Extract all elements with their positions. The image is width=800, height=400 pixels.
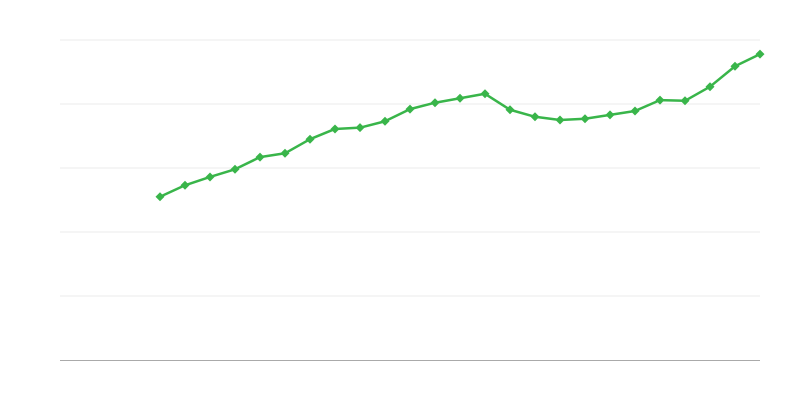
data-point-marker[interactable] bbox=[155, 192, 165, 202]
data-point-marker[interactable] bbox=[180, 180, 190, 190]
data-point-marker[interactable] bbox=[330, 124, 340, 134]
data-point-marker[interactable] bbox=[730, 61, 740, 71]
data-point-marker[interactable] bbox=[230, 164, 240, 174]
data-point-marker[interactable] bbox=[705, 82, 715, 92]
data-point-marker[interactable] bbox=[505, 105, 515, 115]
data-point-marker[interactable] bbox=[605, 110, 615, 120]
data-point-marker[interactable] bbox=[380, 116, 390, 126]
data-point-marker[interactable] bbox=[430, 98, 440, 108]
data-point-marker[interactable] bbox=[680, 96, 690, 106]
data-point-marker[interactable] bbox=[255, 152, 265, 162]
data-point-marker[interactable] bbox=[355, 123, 365, 133]
data-point-marker[interactable] bbox=[655, 95, 665, 105]
data-point-marker[interactable] bbox=[305, 134, 315, 144]
gridlines bbox=[60, 39, 760, 297]
series-line bbox=[159, 52, 761, 198]
series-group bbox=[155, 49, 765, 202]
data-point-marker[interactable] bbox=[205, 172, 215, 182]
data-point-marker[interactable] bbox=[580, 114, 590, 124]
data-point-marker[interactable] bbox=[280, 148, 290, 158]
data-point-marker[interactable] bbox=[530, 112, 540, 122]
data-point-marker[interactable] bbox=[630, 106, 640, 116]
data-point-marker[interactable] bbox=[555, 115, 565, 125]
data-point-marker[interactable] bbox=[755, 49, 765, 59]
data-point-marker[interactable] bbox=[455, 93, 465, 103]
data-point-marker[interactable] bbox=[480, 89, 490, 99]
data-point-marker[interactable] bbox=[405, 104, 415, 114]
